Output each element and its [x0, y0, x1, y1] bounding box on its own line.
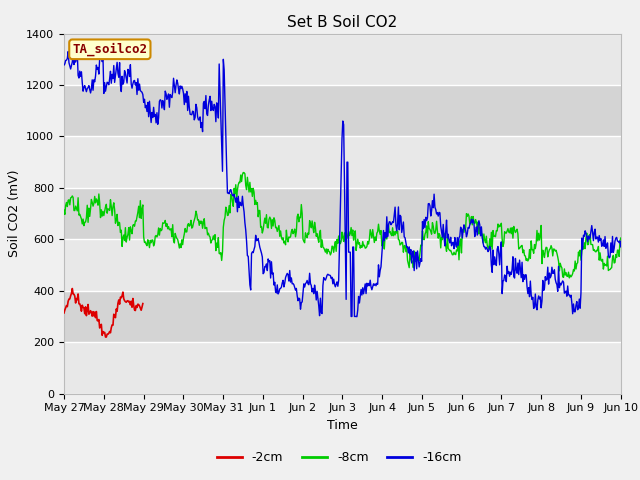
Bar	[64, 34, 621, 85]
Bar	[64, 342, 621, 394]
Bar	[64, 85, 621, 136]
Bar	[64, 188, 621, 240]
Legend: -2cm, -8cm, -16cm: -2cm, -8cm, -16cm	[212, 446, 467, 469]
Bar	[64, 240, 621, 291]
X-axis label: Time: Time	[327, 419, 358, 432]
Y-axis label: Soil CO2 (mV): Soil CO2 (mV)	[8, 170, 20, 257]
Bar	[64, 291, 621, 342]
Text: TA_soilco2: TA_soilco2	[72, 43, 147, 56]
Bar	[64, 136, 621, 188]
Title: Set B Soil CO2: Set B Soil CO2	[287, 15, 397, 30]
